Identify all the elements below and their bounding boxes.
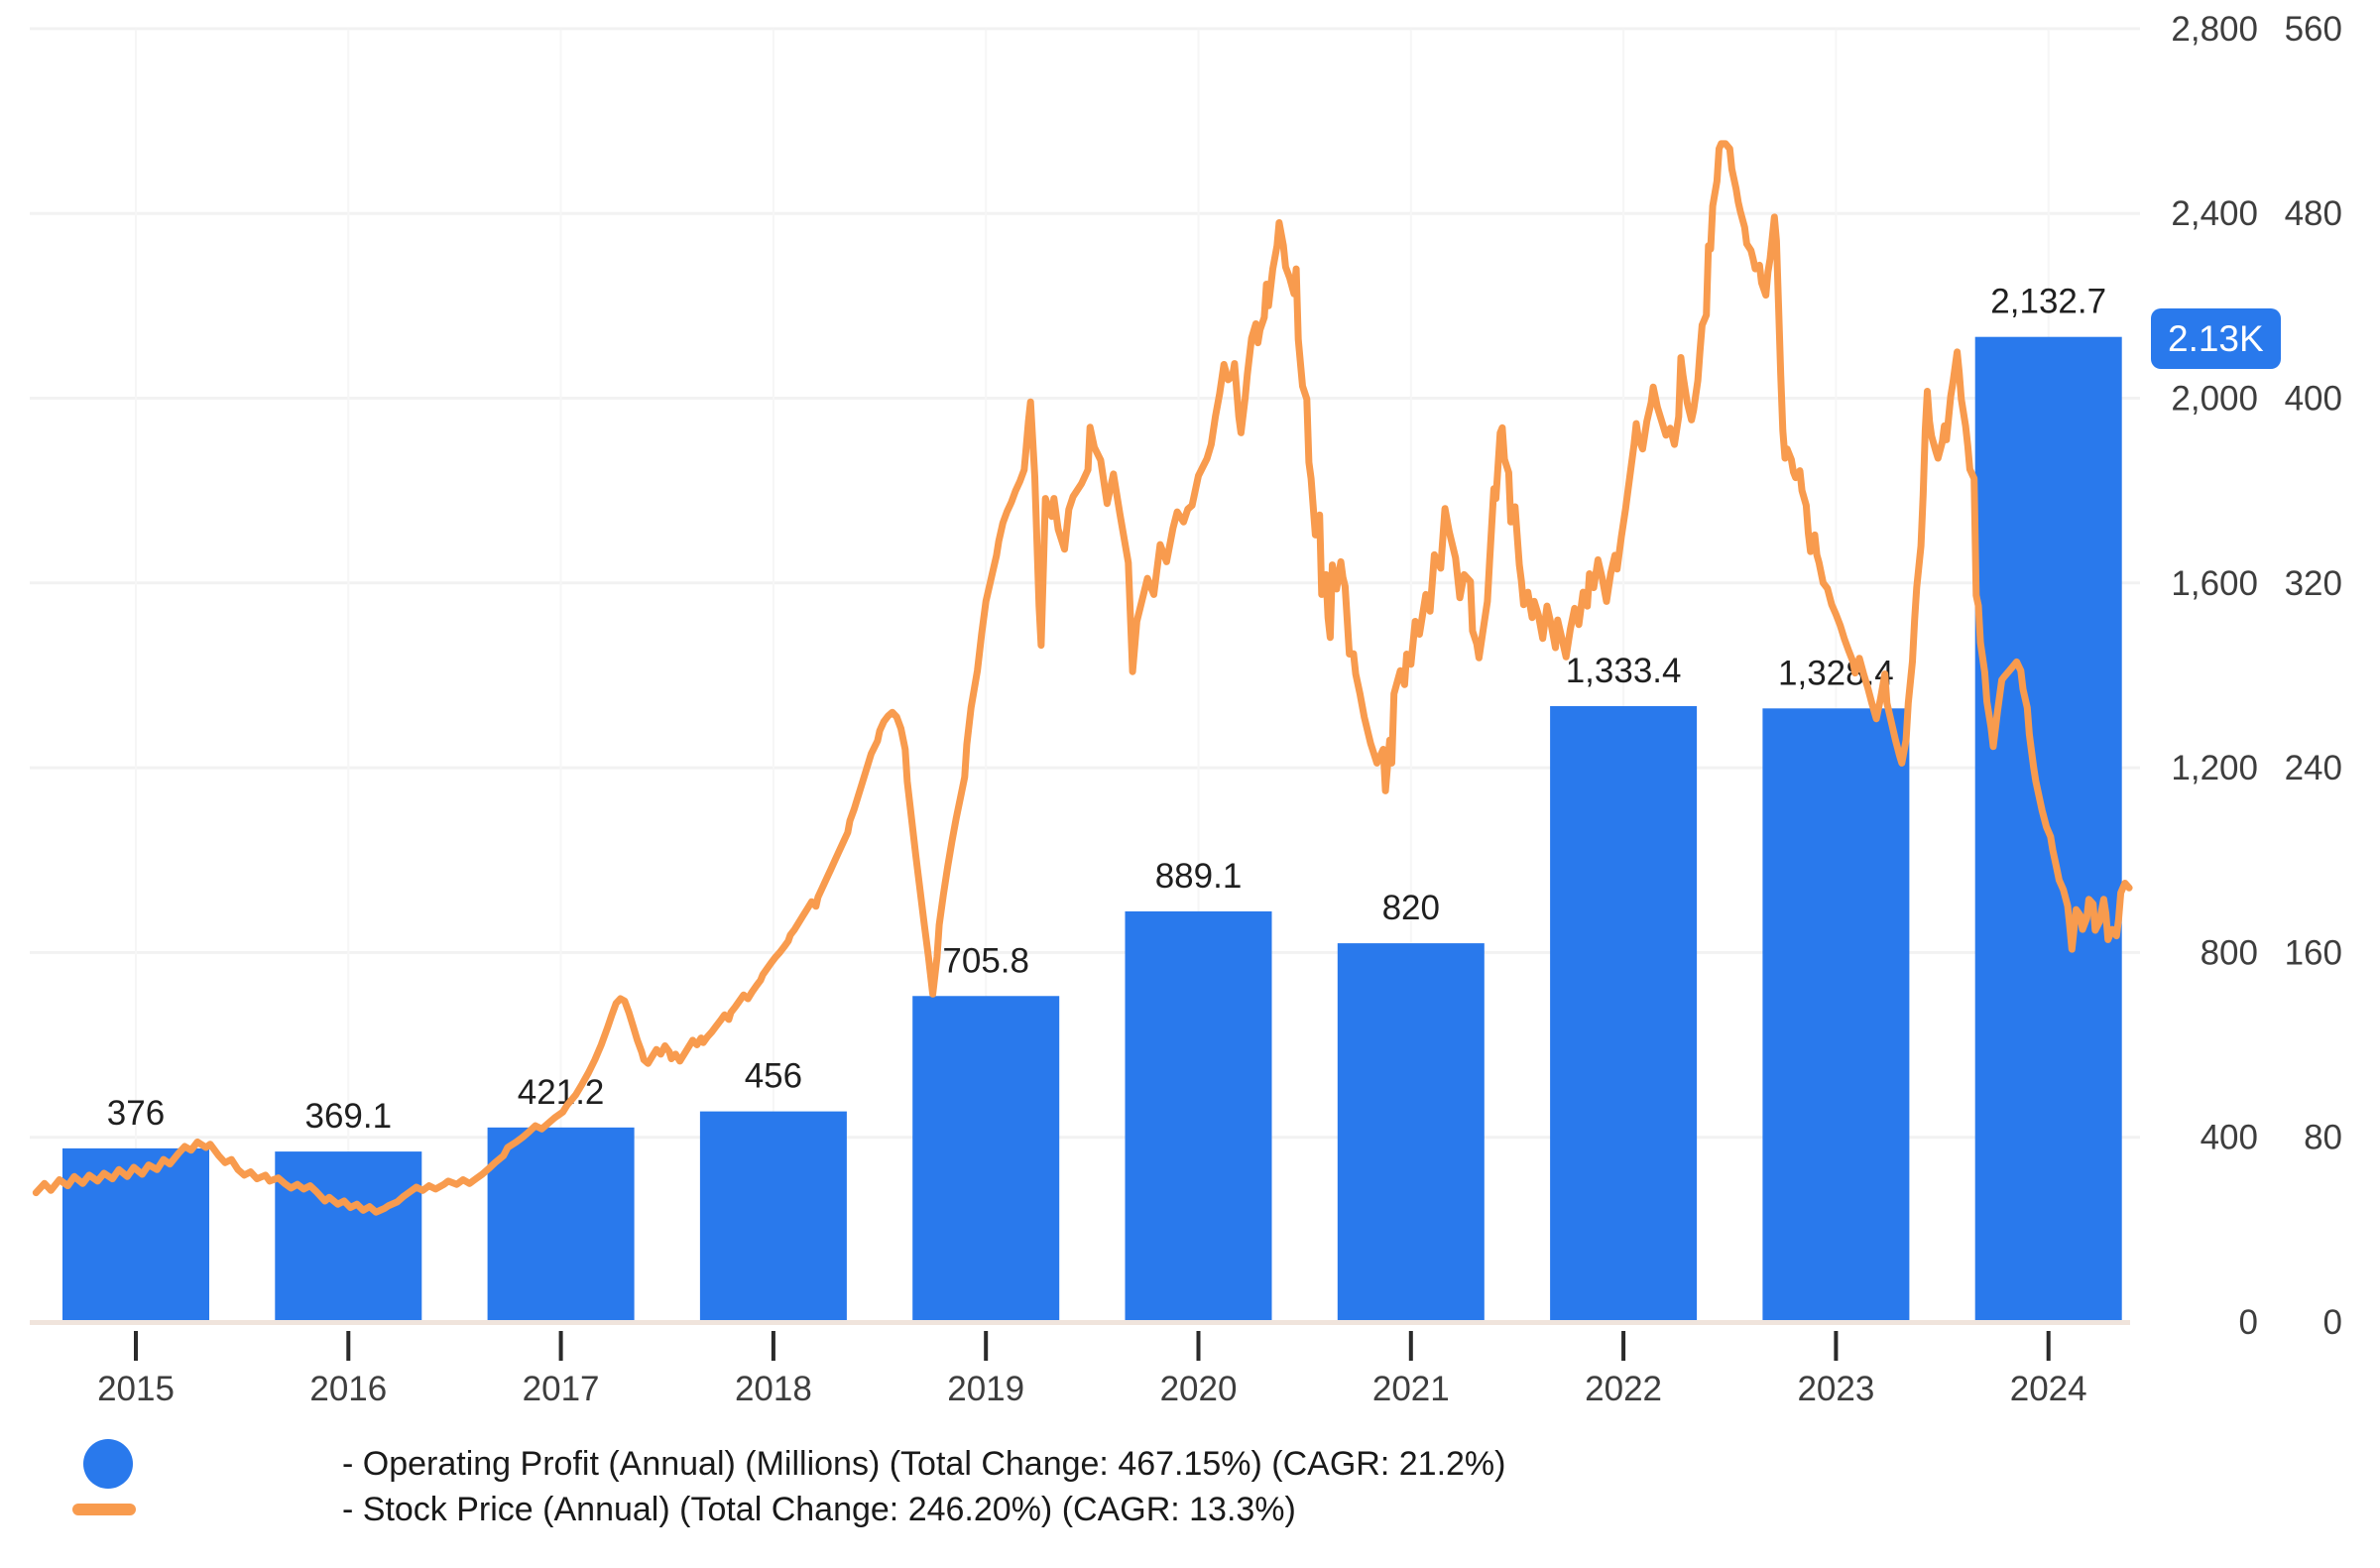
legend-label-stock-price: - Stock Price (Annual) (Total Change: 24… (342, 1491, 1296, 1528)
y-axis-left-label-1,200: 1,200 (2171, 749, 2258, 787)
stock-price-line[interactable] (32, 140, 2133, 1216)
x-axis-line (30, 1320, 2130, 1325)
x-label-2021: 2021 (1372, 1370, 1450, 1408)
y-axis-right-label-560: 560 (2285, 10, 2342, 49)
bar-label-2022: 1,333.4 (1566, 652, 1682, 690)
bar-label-2021: 820 (1382, 889, 1440, 927)
x-tick-2020 (1196, 1331, 1201, 1361)
x-label-2022: 2022 (1585, 1370, 1662, 1408)
bar-label-2019: 705.8 (942, 941, 1029, 980)
x-label-2020: 2020 (1160, 1370, 1238, 1408)
bar-2015[interactable] (62, 1147, 209, 1322)
x-tick-2016 (346, 1331, 351, 1361)
bar-label-2023: 1,328.4 (1778, 654, 1894, 692)
bar-2023[interactable] (1762, 708, 1910, 1322)
x-tick-2017 (558, 1331, 563, 1361)
bar-label-2017: 421.2 (518, 1073, 605, 1112)
bar-2022[interactable] (1550, 705, 1698, 1322)
x-label-2015: 2015 (97, 1370, 175, 1408)
legend-label-operating-profit: - Operating Profit (Annual) (Millions) (… (342, 1445, 1506, 1483)
y-axis-right-label-400: 400 (2285, 380, 2342, 419)
x-tick-2021 (1408, 1331, 1413, 1361)
operating-profit-marker-icon (83, 1439, 133, 1489)
x-label-2018: 2018 (735, 1370, 812, 1408)
x-tick-2022 (1621, 1331, 1626, 1361)
y-axis-left-label-2,000: 2,000 (2171, 380, 2258, 419)
x-tick-2023 (1834, 1331, 1839, 1361)
bar-2017[interactable] (487, 1127, 635, 1322)
bar-2019[interactable] (912, 996, 1060, 1322)
x-label-2024: 2024 (2010, 1370, 2087, 1408)
bar-2016[interactable] (275, 1151, 422, 1322)
y-axis-left-label-400: 400 (2201, 1119, 2258, 1157)
x-tick-2015 (134, 1331, 138, 1361)
bar-label-2018: 456 (745, 1057, 802, 1096)
bar-2018[interactable] (699, 1111, 847, 1322)
y-axis-right-label-480: 480 (2285, 194, 2342, 233)
bar-label-2015: 376 (107, 1094, 165, 1133)
bar-2020[interactable] (1125, 910, 1272, 1322)
x-tick-2018 (771, 1331, 775, 1361)
y-axis-right-label-160: 160 (2285, 933, 2342, 972)
x-tick-2024 (2046, 1331, 2051, 1361)
x-label-2017: 2017 (523, 1370, 600, 1408)
x-tick-2019 (984, 1331, 989, 1361)
y-axis-left-label-2,400: 2,400 (2171, 194, 2258, 233)
y-axis-right-label-0: 0 (2323, 1303, 2342, 1342)
stock-price-marker-icon (72, 1504, 136, 1515)
y-axis-left-label-1,600: 1,600 (2171, 564, 2258, 603)
x-label-2016: 2016 (309, 1370, 387, 1408)
y-axis-right-label-320: 320 (2285, 564, 2342, 603)
bar-label-2020: 889.1 (1155, 857, 1243, 896)
x-label-2019: 2019 (947, 1370, 1024, 1408)
y-axis-right-label-240: 240 (2285, 749, 2342, 787)
x-label-2023: 2023 (1797, 1370, 1874, 1408)
y-axis-right-label-80: 80 (2304, 1119, 2342, 1157)
bar-label-2016: 369.1 (305, 1097, 393, 1136)
y-axis-left-label-800: 800 (2201, 933, 2258, 972)
current-value-badge[interactable]: 2.13K (2151, 308, 2281, 369)
y-axis-left-label-0: 0 (2239, 1303, 2258, 1342)
bar-label-2024: 2,132.7 (1990, 283, 2106, 321)
y-axis-left-label-2,800: 2,800 (2171, 10, 2258, 49)
bar-2021[interactable] (1337, 943, 1485, 1322)
